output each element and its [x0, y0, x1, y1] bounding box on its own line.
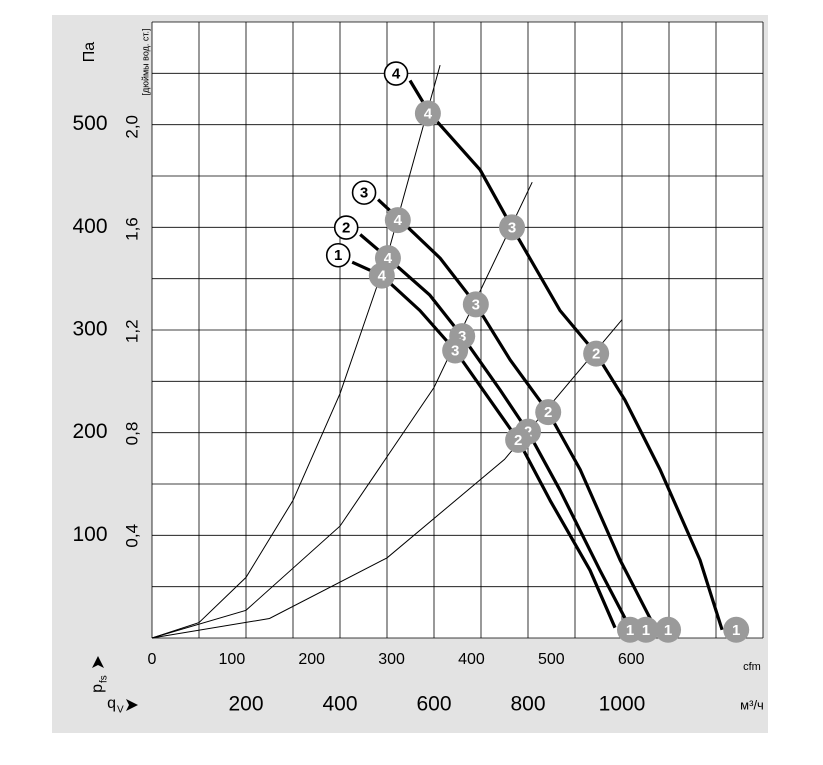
x-tick-label: 600	[416, 693, 451, 716]
fan-curve	[359, 233, 632, 629]
operating-point-label: 2	[544, 404, 552, 421]
series-badge	[333, 215, 359, 240]
x2-tick-label: 400	[458, 651, 485, 668]
series-badge	[325, 242, 351, 268]
x2-tick-label: 300	[378, 651, 405, 668]
y-tick-label: 100	[72, 523, 107, 546]
operating-point-label: 1	[664, 622, 672, 639]
series-name: 1	[334, 247, 342, 264]
y2-tick-label: 0,8	[122, 422, 141, 446]
grid	[151, 21, 764, 639]
fan-curve	[351, 260, 617, 629]
y2-tick-label: 1,2	[122, 319, 141, 343]
y-tick-label: 400	[72, 215, 107, 238]
y2-tick-label: 1,6	[122, 217, 141, 241]
arrow	[126, 699, 138, 711]
labels: 100 200 300 400 500 0,4 0,8 1,2 1,6 2,0 0 100 200 300…	[72, 61, 750, 716]
operating-point-label: 3	[451, 343, 459, 360]
operating-point-label: 4	[378, 268, 387, 285]
series-name: 2	[342, 219, 350, 236]
operating-point-label: 1	[626, 622, 634, 639]
fan-curves	[351, 79, 724, 631]
y2-tick-label: 2,0	[122, 115, 141, 139]
series-badge	[351, 180, 377, 205]
operating-point-label: 2	[514, 432, 522, 449]
operating-point	[414, 100, 441, 127]
operating-point-label: 4	[384, 250, 393, 267]
x2-label: cfm	[743, 661, 761, 673]
operating-point	[655, 616, 682, 643]
operating-point-label: 4	[424, 105, 433, 122]
x2-tick-label: 100	[219, 651, 246, 668]
x2-tick-label: 600	[618, 651, 645, 668]
operating-point	[583, 340, 610, 367]
y-tick-label: 200	[72, 420, 107, 443]
x-tick-label: 1000	[599, 693, 646, 716]
x-tick-label: 400	[322, 693, 357, 716]
operating-point-label: 1	[642, 622, 650, 639]
operating-point-label: 1	[732, 622, 740, 639]
x-tick-label: 800	[510, 693, 545, 716]
y2-tick-label: 0,4	[122, 524, 141, 548]
operating-point	[505, 426, 532, 453]
operating-point	[462, 291, 489, 318]
operating-point	[384, 207, 411, 234]
y-tick-label: 300	[72, 318, 107, 341]
y-tick-label: 500	[72, 112, 107, 135]
series-badge	[383, 61, 409, 86]
operating-point-label: 3	[472, 296, 480, 313]
series-name: 3	[360, 185, 368, 202]
x2-tick-label: 200	[298, 651, 325, 668]
operating-point-label: 3	[508, 219, 516, 236]
x-symbol-main: q	[107, 695, 116, 712]
x2-tick-label: 0	[148, 651, 157, 668]
y-symbol-sub: fs	[99, 675, 110, 683]
x-tick-label: 200	[228, 693, 263, 716]
system-curve	[151, 181, 533, 639]
x2-tick-label: 500	[538, 651, 565, 668]
x-symbol-sub: V	[117, 705, 124, 716]
y2-label: [дюймы вод. ст.]	[140, 28, 150, 95]
y-label: Па	[81, 42, 98, 63]
fan-curve	[377, 198, 657, 629]
y-symbol: p fs	[89, 656, 110, 693]
operating-point	[723, 616, 750, 643]
operating-point	[499, 214, 526, 241]
series-name: 4	[392, 65, 401, 82]
operating-point	[368, 262, 395, 289]
fan-curve	[408, 79, 724, 631]
operating-point	[616, 616, 643, 643]
operating-point-label: 3	[458, 328, 466, 345]
y-symbol-main: p	[89, 684, 106, 693]
operating-point	[535, 399, 562, 426]
operating-point-label: 4	[394, 212, 403, 229]
operating-point	[442, 337, 469, 364]
arrow	[92, 656, 104, 668]
x-label: м³/ч	[740, 697, 764, 712]
operating-point-label: 2	[592, 346, 600, 363]
